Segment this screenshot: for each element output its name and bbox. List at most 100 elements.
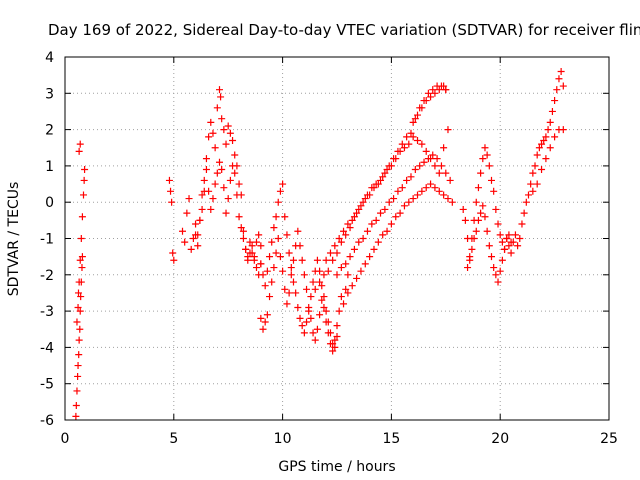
data-point [474, 216, 482, 224]
data-point [346, 224, 354, 232]
data-point [485, 242, 493, 250]
data-point [361, 260, 369, 268]
data-point [198, 205, 206, 213]
data-point [309, 278, 317, 286]
data-point [179, 227, 187, 235]
data-point [309, 329, 317, 337]
data-point [266, 293, 274, 301]
data-point [235, 213, 243, 221]
data-point [281, 213, 289, 221]
data-point [73, 318, 81, 326]
data-point [498, 256, 506, 264]
data-point [337, 293, 345, 301]
data-point [494, 278, 502, 286]
data-point [416, 162, 424, 170]
data-point [213, 104, 221, 112]
data-point [72, 401, 80, 409]
data-point [414, 191, 422, 199]
data-point [81, 166, 89, 174]
data-point [276, 187, 284, 195]
data-point [294, 303, 302, 311]
data-point [75, 336, 83, 344]
data-point [518, 220, 526, 228]
data-point [79, 191, 87, 199]
data-point [555, 75, 563, 83]
data-point [398, 184, 406, 192]
data-point [429, 151, 437, 159]
data-point [209, 195, 217, 203]
data-point [359, 198, 367, 206]
data-point [322, 256, 330, 264]
data-point [259, 325, 267, 333]
y-tick-label: 3 [45, 86, 54, 102]
data-point [483, 151, 491, 159]
data-point [74, 362, 82, 370]
chart-title: Day 169 of 2022, Sidereal Day-to-day VTE… [48, 21, 640, 39]
data-point [435, 86, 443, 94]
data-point [392, 213, 400, 221]
data-point [235, 180, 243, 188]
data-point [272, 213, 280, 221]
y-tick-label: -4 [40, 340, 54, 356]
data-point [422, 184, 430, 192]
data-point [342, 285, 350, 293]
data-point [263, 267, 271, 275]
data-point [324, 267, 332, 275]
x-tick-label: 15 [382, 431, 400, 447]
data-point [237, 224, 245, 232]
data-point [311, 336, 319, 344]
data-point [205, 133, 213, 141]
data-point [289, 256, 297, 264]
data-point [429, 86, 437, 94]
data-point [353, 274, 361, 282]
data-point [524, 191, 532, 199]
data-point [533, 151, 541, 159]
data-point [379, 231, 387, 239]
data-point [218, 115, 226, 123]
data-point [440, 191, 448, 199]
data-point [276, 253, 284, 261]
data-point [303, 318, 311, 326]
data-point [316, 267, 324, 275]
data-point [485, 162, 493, 170]
data-point [468, 245, 476, 253]
data-point [559, 126, 567, 134]
data-point [377, 209, 385, 217]
data-point [559, 82, 567, 90]
data-point [357, 202, 365, 210]
data-point [320, 271, 328, 279]
data-point [292, 289, 300, 297]
data-point [74, 303, 82, 311]
data-point [507, 249, 515, 257]
data-point [359, 235, 367, 242]
data-point [300, 271, 308, 279]
data-point [294, 227, 302, 235]
data-point [427, 93, 435, 101]
data-point [329, 256, 337, 264]
data-point [520, 209, 528, 217]
data-point [409, 195, 417, 203]
data-point [490, 264, 498, 272]
data-point [383, 166, 391, 174]
data-point [274, 198, 282, 206]
data-point [274, 235, 282, 242]
data-point [542, 133, 550, 141]
data-point [268, 238, 276, 246]
data-point [76, 307, 84, 315]
data-point [479, 155, 487, 163]
data-point [553, 86, 561, 94]
data-point [440, 82, 448, 90]
data-point [226, 129, 234, 137]
data-point [217, 93, 225, 101]
data-point [255, 231, 263, 239]
data-point [353, 209, 361, 217]
data-point [231, 169, 239, 177]
data-point [318, 296, 326, 304]
data-point [503, 235, 511, 242]
data-point [181, 238, 189, 246]
data-point [257, 242, 265, 250]
data-point [283, 231, 291, 239]
data-point [424, 155, 432, 163]
data-point [337, 264, 345, 272]
data-point [311, 285, 319, 293]
